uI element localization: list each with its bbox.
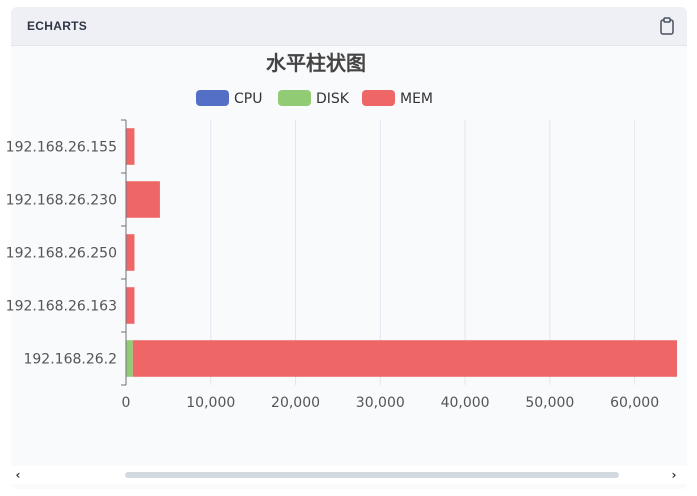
y-tick-label: 192.168.26.2 [23,352,117,368]
x-tick-label: 10,000 [186,395,235,411]
legend-swatch [278,90,311,106]
bar-mem [126,128,134,165]
bar-mem [126,287,134,324]
y-axis: 192.168.26.155 192.168.26.230 192.168.26.2… [6,120,126,385]
legend-label: MEM [400,91,433,107]
y-tick-label: 192.168.26.163 [6,299,117,315]
x-tick-label: 60,000 [610,395,659,411]
bar-mem [126,181,160,218]
x-axis: 0 10,000 20,000 30,000 40,000 50,000 60,000 [122,395,660,411]
x-tick-label: 30,000 [356,395,405,411]
horizontal-scrollbar[interactable]: ‹ › [11,466,687,484]
x-tick-label: 40,000 [441,395,490,411]
bar-mem [126,234,134,271]
legend-label: CPU [234,91,262,107]
y-tick-label: 192.168.26.155 [6,140,117,156]
x-tick-label: 20,000 [271,395,320,411]
bar-mem [133,340,677,377]
scroll-thumb[interactable] [125,472,619,478]
x-tick-label: 0 [122,395,131,411]
legend-swatch [196,90,229,106]
y-tick-label: 192.168.26.230 [6,193,117,209]
legend-swatch [362,90,395,106]
bar-disk [126,340,133,377]
y-tick-label: 192.168.26.250 [6,246,117,262]
scroll-right-icon[interactable]: › [667,466,681,484]
scroll-left-icon[interactable]: ‹ [11,466,25,484]
legend-label: DISK [316,91,350,107]
chart-legend: CPU DISK MEM [196,90,433,107]
x-tick-label: 50,000 [525,395,574,411]
chart-bars [126,128,677,377]
chart-title: 水平柱状图 [266,51,366,75]
